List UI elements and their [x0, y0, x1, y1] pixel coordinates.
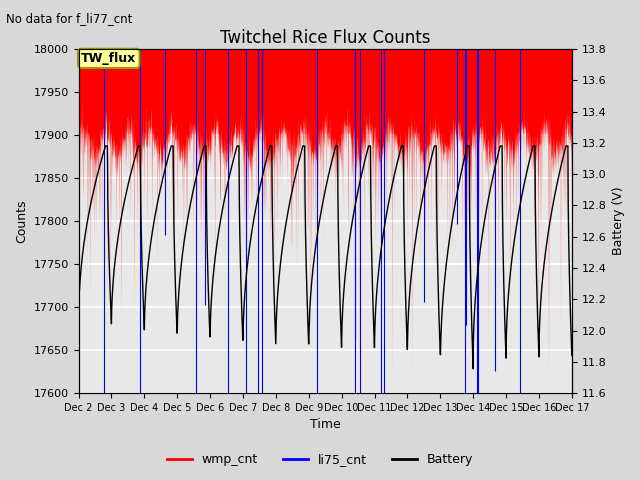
Y-axis label: Battery (V): Battery (V): [612, 187, 625, 255]
Text: No data for f_li77_cnt: No data for f_li77_cnt: [6, 12, 132, 25]
Legend: wmp_cnt, li75_cnt, Battery: wmp_cnt, li75_cnt, Battery: [162, 448, 478, 471]
Text: TW_flux: TW_flux: [81, 52, 136, 65]
X-axis label: Time: Time: [310, 419, 340, 432]
Title: Twitchel Rice Flux Counts: Twitchel Rice Flux Counts: [220, 29, 431, 48]
Y-axis label: Counts: Counts: [15, 199, 28, 243]
